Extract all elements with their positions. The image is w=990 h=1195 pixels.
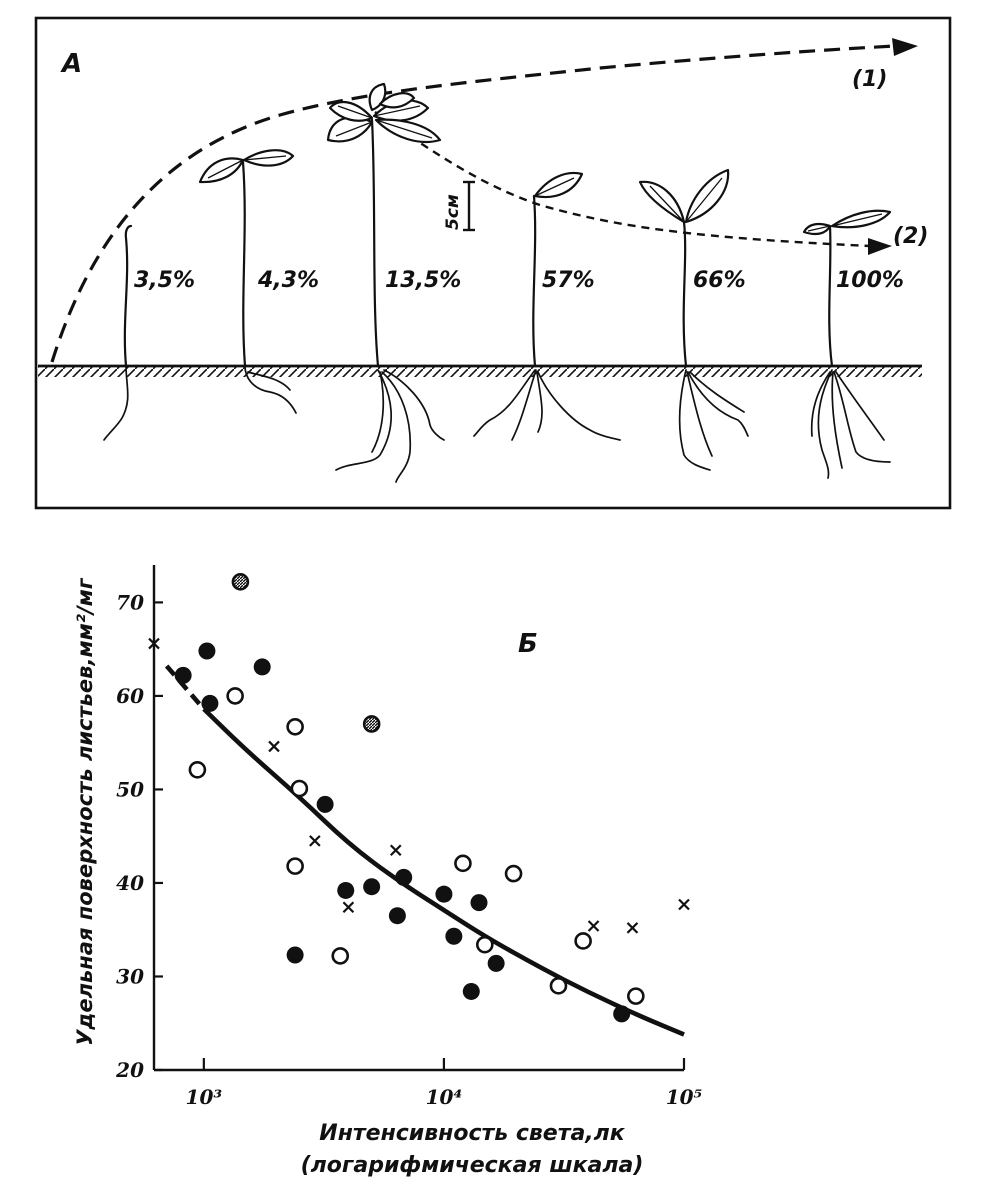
filled-circle-point [470, 894, 488, 912]
open-circle-point [290, 779, 309, 798]
open-circle-point [188, 761, 207, 779]
plant-2: 4,3% [198, 149, 319, 414]
panel-a-frame [34, 16, 952, 510]
open-circle-point [627, 987, 645, 1005]
open-circle-point [226, 687, 244, 705]
filled-circle-point [395, 868, 413, 886]
plant-1: 3,5% [103, 224, 195, 441]
x-tick-label: 10⁵ [666, 1085, 703, 1109]
plant-1-percent: 3,5% [134, 268, 195, 293]
curve-2 [374, 111, 871, 248]
hatched-circle-point [231, 573, 250, 591]
filled-circle-point [363, 878, 381, 896]
cross-point [342, 901, 355, 914]
curve-2-arrowhead [868, 238, 892, 255]
y-tick-label: 20 [115, 1058, 144, 1082]
y-axis-label: Удельная поверхность листьев,мм²/мг [73, 577, 97, 1046]
open-circle-point [286, 717, 304, 736]
soil-hatching [38, 366, 922, 377]
open-circle-point [504, 864, 523, 883]
y-ticks: 20 30 40 50 60 70 [115, 590, 163, 1082]
plant-4-percent: 57% [542, 268, 595, 293]
panel-a: А (1) (2) 5см 3,5% 4,3% [34, 16, 952, 510]
filled-circle-point [253, 658, 271, 676]
filled-circle-point [435, 885, 453, 903]
open-circle-point [454, 854, 472, 873]
x-tick-label: 10³ [186, 1085, 223, 1109]
curve-2-label: (2) [893, 224, 928, 249]
cross-point [678, 898, 690, 911]
hatched-circle-point [362, 715, 381, 733]
y-tick-label: 60 [116, 684, 144, 708]
data-points [148, 573, 690, 1023]
cross-point [587, 920, 600, 932]
plant-3: 13,5% [326, 82, 461, 483]
panel-b: Б 20 30 40 50 60 70 10³ 10⁴ 10⁵ Удельная поверх… [73, 565, 703, 1178]
plant-6: 100% [802, 209, 904, 479]
filled-circle-point [388, 907, 406, 925]
cross-point [626, 922, 639, 934]
x-tick-label: 10⁴ [426, 1085, 463, 1109]
filled-circle-point [445, 927, 463, 945]
plant-4: 57% [473, 171, 621, 441]
filled-circle-point [613, 1005, 631, 1023]
open-circle-point [549, 977, 568, 995]
open-circle-point [331, 947, 350, 965]
y-tick-label: 70 [116, 590, 144, 614]
fit-line [202, 707, 685, 1037]
panel-a-label: А [60, 49, 82, 79]
y-tick-label: 50 [116, 777, 144, 801]
open-circle-point [286, 857, 304, 875]
x-ticks: 10³ 10⁴ 10⁵ [186, 1058, 703, 1109]
scale-label: 5см [443, 194, 463, 230]
cross-point [389, 844, 402, 857]
open-circle-point [574, 932, 592, 950]
filled-circle-point [337, 881, 355, 899]
filled-circle-point [316, 795, 334, 813]
curve-1 [50, 44, 896, 363]
filled-circle-point [487, 954, 505, 972]
fit-line-dashed-part [164, 664, 206, 711]
open-circle-point [475, 935, 494, 954]
plant-5: 66% [638, 168, 749, 471]
curve-1-label: (1) [852, 67, 887, 92]
y-tick-label: 30 [116, 964, 144, 988]
chart-panel-label: Б [518, 629, 538, 659]
x-axis-sublabel: (логарифмическая шкала) [301, 1153, 644, 1178]
plant-5-percent: 66% [693, 268, 746, 293]
cross-point [268, 740, 280, 753]
plant-3-percent: 13,5% [385, 268, 461, 293]
filled-circle-point [198, 642, 216, 660]
plant-2-percent: 4,3% [257, 268, 319, 293]
x-axis-label: Интенсивность света,лк [319, 1121, 625, 1146]
cross-point [148, 637, 160, 650]
filled-circle-point [174, 666, 192, 684]
cross-point [309, 835, 321, 847]
y-tick-label: 40 [116, 871, 144, 895]
filled-circle-point [201, 694, 219, 712]
plant-6-percent: 100% [836, 268, 904, 293]
curve-1-arrowhead [892, 38, 918, 56]
filled-circle-point [286, 946, 304, 964]
filled-circle-point [462, 982, 480, 1000]
